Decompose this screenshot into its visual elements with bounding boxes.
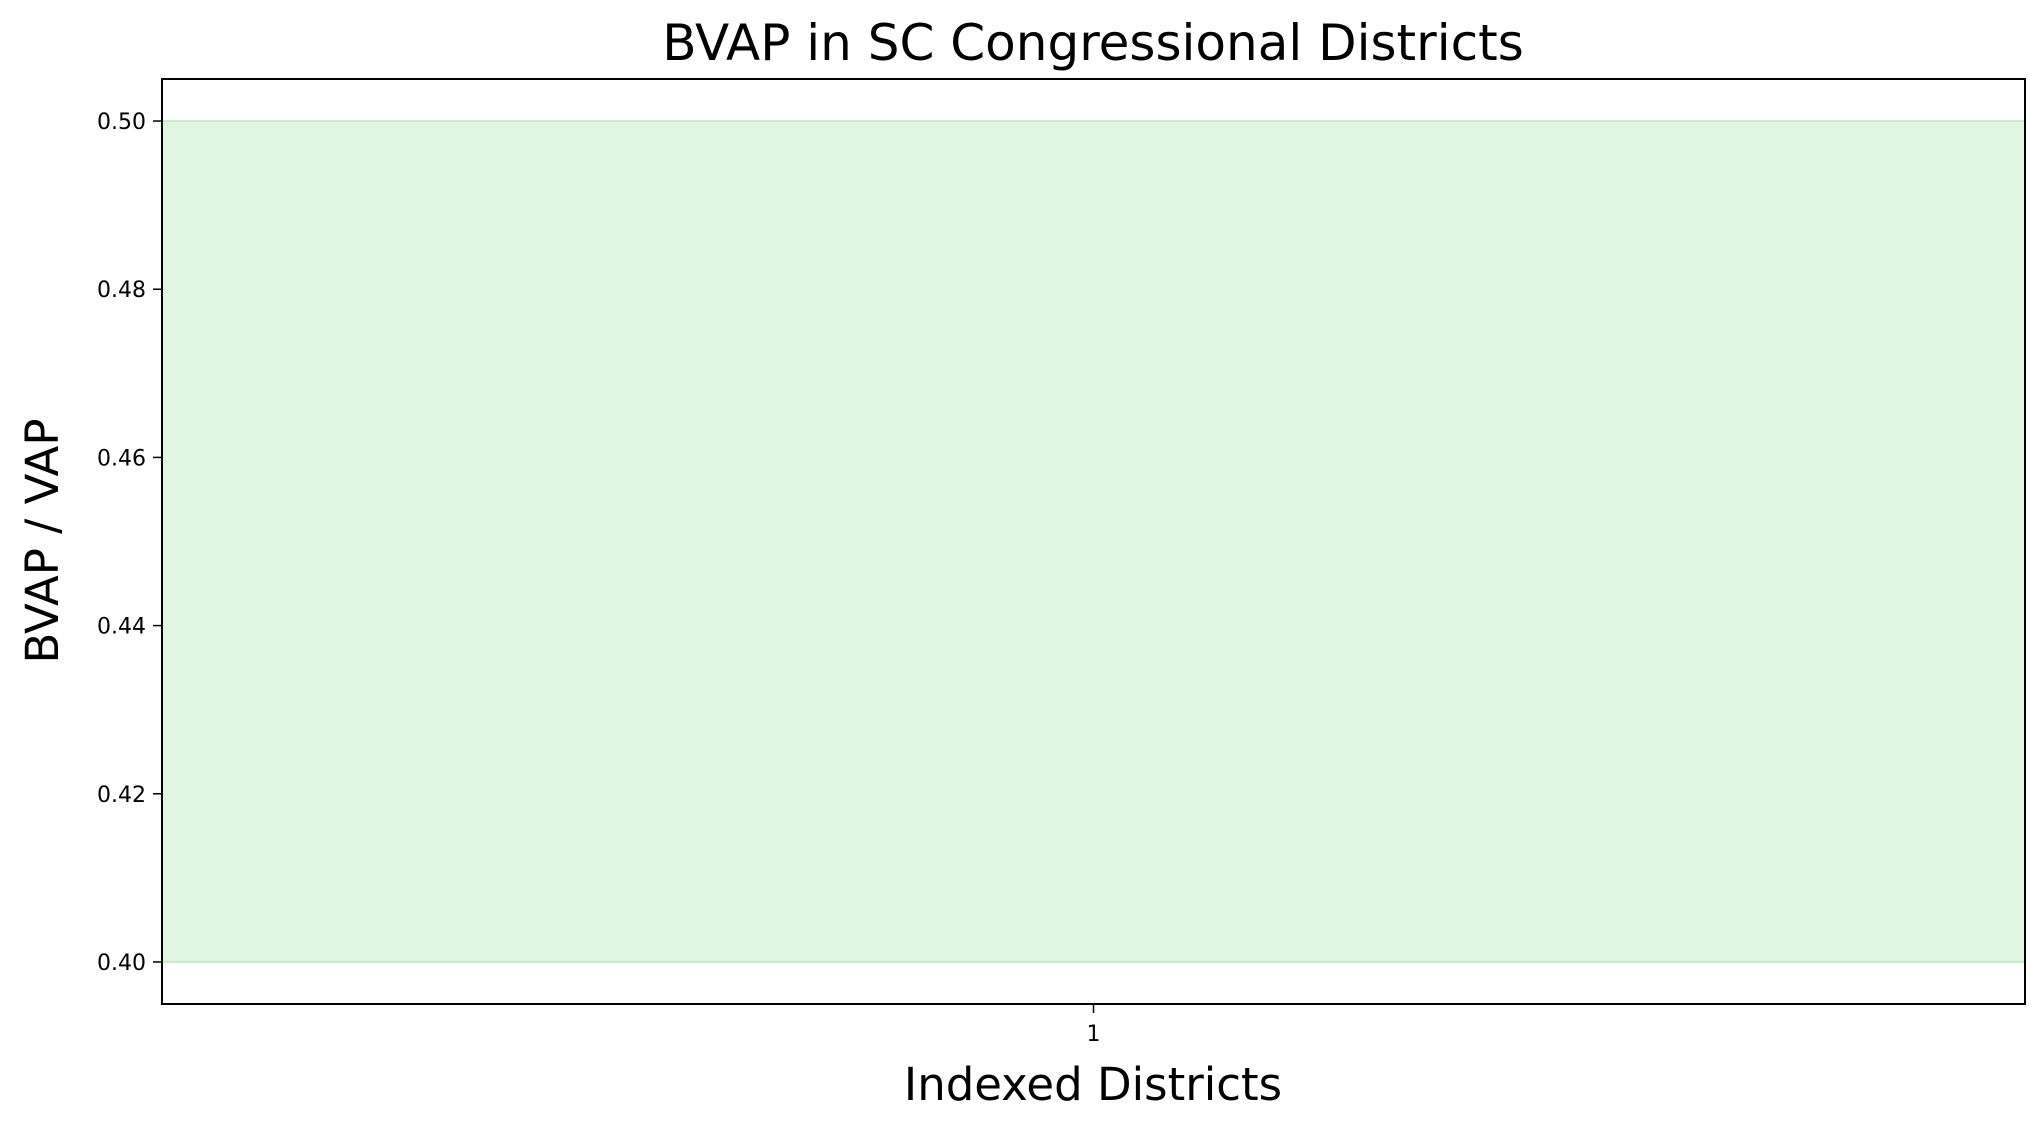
y-tick-label: 0.40 xyxy=(97,951,146,976)
y-axis-label: BVAP / VAP xyxy=(16,419,69,664)
y-tick-label: 0.50 xyxy=(97,110,146,135)
x-axis-label: Indexed Districts xyxy=(904,1058,1282,1111)
chart-title: BVAP in SC Congressional Districts xyxy=(662,14,1524,72)
x-axis: 1 xyxy=(1087,1004,1101,1047)
y-axis: 0.40 0.42 0.44 0.46 0.48 0.50 xyxy=(97,110,162,976)
plot-area xyxy=(161,120,2026,963)
shaded-band xyxy=(161,120,2026,963)
plot-frame xyxy=(161,78,2026,1005)
y-tick-label: 0.44 xyxy=(97,615,146,640)
y-tick-label: 0.48 xyxy=(97,278,146,303)
x-tick-label: 1 xyxy=(1087,1022,1101,1047)
y-tick-label: 0.42 xyxy=(97,783,146,808)
y-tick-label: 0.46 xyxy=(97,446,146,471)
